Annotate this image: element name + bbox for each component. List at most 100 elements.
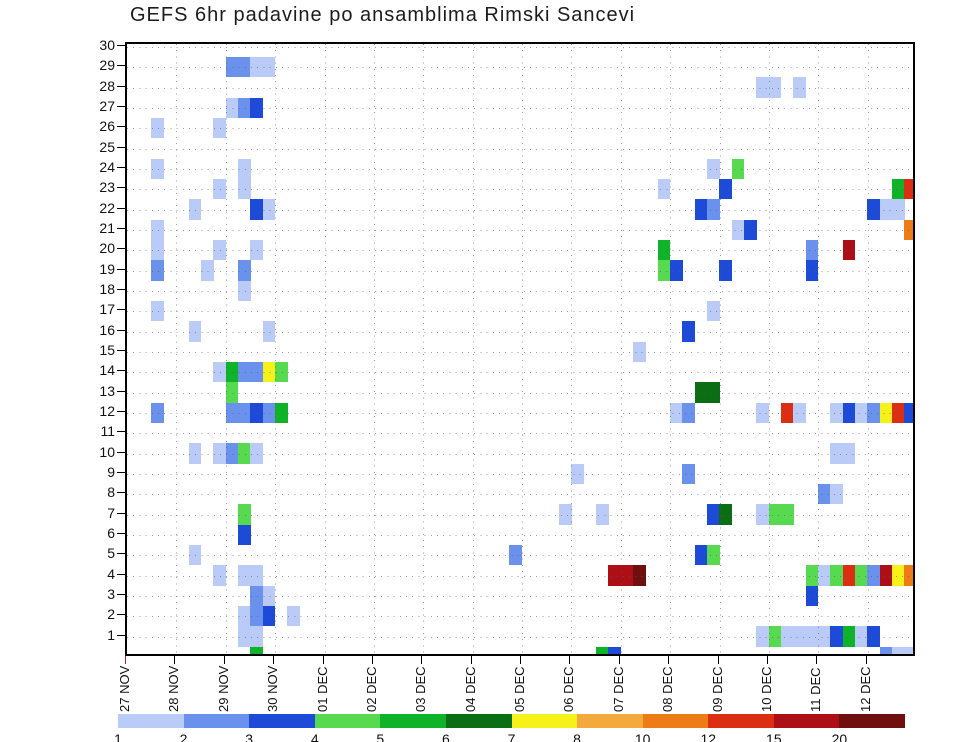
heatmap-cell <box>830 626 844 647</box>
grid-line-vertical <box>225 44 227 654</box>
grid-line-vertical <box>176 44 178 654</box>
x-axis-tick <box>273 656 275 664</box>
legend-color-segment <box>118 714 185 728</box>
y-axis-tick <box>117 349 125 351</box>
grid-line-horizontal <box>127 128 913 130</box>
grid-line-horizontal <box>127 351 913 353</box>
grid-line-vertical <box>522 44 523 654</box>
heatmap-cell <box>756 626 770 647</box>
legend-value-label: 3 <box>245 731 254 742</box>
heatmap-cell <box>237 565 251 586</box>
heatmap-cell <box>719 179 733 200</box>
grid-line-vertical <box>818 44 820 654</box>
heatmap-cell <box>225 382 239 403</box>
y-axis-tick <box>117 370 125 372</box>
y-axis-tick-label: 5 <box>107 545 115 562</box>
x-axis-tick-label: 11 DEC <box>808 667 824 712</box>
heatmap-cell <box>879 646 893 654</box>
heatmap-cell <box>830 402 844 424</box>
x-axis-tick <box>174 656 176 664</box>
grid-line-vertical <box>373 44 375 654</box>
grid-line-vertical <box>423 44 425 654</box>
x-axis-tick-label: 10 DEC <box>758 666 774 712</box>
x-axis-tick <box>865 656 867 664</box>
legend-value-label: 20 <box>831 731 848 742</box>
heatmap-cell <box>237 179 251 200</box>
heatmap-cell <box>213 179 226 200</box>
x-axis-tick <box>371 656 373 664</box>
grid-line-horizontal <box>127 514 913 516</box>
heatmap-cell <box>237 524 251 546</box>
y-axis-tick-label: 3 <box>107 585 115 602</box>
grid-line-horizontal <box>127 473 913 475</box>
grid-line-horizontal <box>127 575 913 577</box>
y-axis-tick <box>117 614 125 616</box>
y-axis-tick-label: 10 <box>99 443 115 460</box>
y-axis-tick <box>117 105 125 107</box>
heatmap-cell <box>213 565 226 586</box>
grid-line-horizontal <box>127 636 913 638</box>
grid-line-horizontal <box>127 290 913 292</box>
grid-line-horizontal <box>127 433 913 435</box>
y-axis-tick <box>117 553 125 555</box>
heatmap-cell <box>250 565 263 586</box>
legend-value-label: 10 <box>634 731 651 742</box>
grid-line-vertical <box>620 44 622 654</box>
heatmap-cell <box>262 57 276 78</box>
x-axis-tick <box>421 656 423 664</box>
y-axis-tick-label: 29 <box>99 57 115 74</box>
heatmap-cell <box>558 504 572 525</box>
grid-line-horizontal <box>127 229 913 231</box>
heatmap-cell <box>188 199 202 220</box>
legend-value-label: 15 <box>766 731 782 742</box>
y-axis-tick-label: 20 <box>99 240 115 257</box>
legend-color-segment <box>642 714 709 728</box>
heatmap-cell <box>200 260 214 281</box>
heatmap-cell <box>571 463 584 485</box>
heatmap-cell <box>904 565 913 586</box>
y-axis-tick-label: 19 <box>99 260 115 277</box>
y-axis-tick <box>117 471 125 473</box>
grid-line-horizontal <box>127 555 913 557</box>
heatmap-cell <box>213 240 226 261</box>
heatmap-cell <box>250 646 263 654</box>
x-axis-tick <box>470 656 472 664</box>
grid-line-horizontal <box>127 107 913 109</box>
legend-value-label: 4 <box>310 731 319 742</box>
y-axis-tick-label: 21 <box>99 219 115 236</box>
y-axis-tick <box>117 431 125 433</box>
y-axis-tick-label: 7 <box>107 504 115 521</box>
heatmap-cell <box>608 565 621 586</box>
heatmap-cell <box>706 199 720 220</box>
heatmap-cell <box>756 402 770 424</box>
heatmap-cell <box>867 565 881 586</box>
heatmap-cell <box>669 260 683 281</box>
heatmap-cell <box>879 199 893 220</box>
grid-line-vertical <box>571 44 573 654</box>
heatmap-cell <box>620 565 634 586</box>
heatmap-cell <box>805 585 819 607</box>
y-axis-tick-label: 14 <box>99 362 115 379</box>
grid-line-horizontal <box>127 250 913 252</box>
heatmap-cell <box>595 504 609 525</box>
heatmap-cell <box>250 402 263 424</box>
grid-line-horizontal <box>127 494 913 496</box>
x-axis-tick-label: 29 NOV <box>215 665 231 712</box>
heatmap-cell <box>706 301 720 322</box>
heatmap-cell <box>904 646 913 654</box>
grid-line-horizontal <box>127 534 913 536</box>
heatmap-cell <box>657 260 671 281</box>
heatmap-cell <box>768 626 782 647</box>
heatmap-cell <box>262 199 276 220</box>
y-axis-tick <box>117 146 125 148</box>
y-axis-tick <box>117 248 125 250</box>
y-axis-tick-label: 9 <box>107 463 115 480</box>
heatmap-cell <box>225 443 239 464</box>
y-axis-tick-label: 2 <box>107 606 115 623</box>
y-axis-tick <box>117 634 125 636</box>
heatmap-cell <box>892 199 905 220</box>
grid-line-vertical <box>768 44 770 654</box>
heatmap-cell <box>805 240 819 261</box>
y-axis-tick <box>117 288 125 290</box>
x-axis-tick-label: 27 NOV <box>117 665 132 712</box>
